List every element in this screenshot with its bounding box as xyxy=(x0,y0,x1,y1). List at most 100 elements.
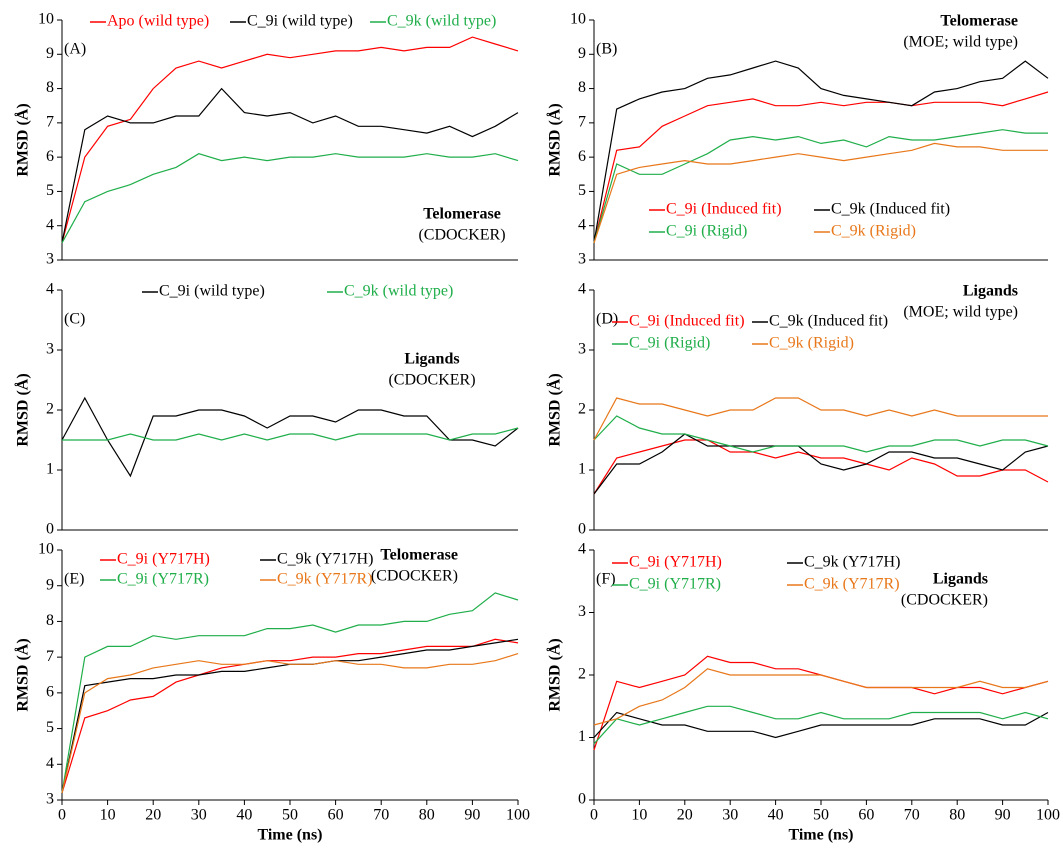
y-tick-label: 7 xyxy=(46,648,54,665)
legend-label: C_9i (Y717H) xyxy=(117,551,210,568)
x-tick-label: 20 xyxy=(677,807,693,824)
y-tick-label: 4 xyxy=(578,216,586,233)
y-tick-label: 0 xyxy=(578,521,586,538)
panel-subtitle: (MOE; wild type) xyxy=(903,34,1018,51)
panel-subtitle: (CDOCKER) xyxy=(388,372,475,389)
panel-title: Ligands xyxy=(933,571,988,588)
legend-label: C_9i (wild type) xyxy=(159,283,265,300)
x-tick-label: 10 xyxy=(100,807,116,824)
series-line xyxy=(61,396,519,478)
series-line xyxy=(61,653,519,794)
x-tick-label: 50 xyxy=(282,807,298,824)
x-tick-label: 100 xyxy=(506,807,530,824)
panel-title: Telomerase xyxy=(380,547,458,564)
panel-label: (E) xyxy=(64,571,84,588)
y-tick-label: 3 xyxy=(578,341,586,358)
y-tick-label: 10 xyxy=(38,11,54,28)
y-tick-label: 4 xyxy=(46,216,54,233)
y-tick-label: 0 xyxy=(46,521,54,538)
x-tick-label: 60 xyxy=(328,807,344,824)
y-tick-label: 4 xyxy=(578,541,586,558)
panel-title: Telomerase xyxy=(940,13,1018,30)
y-tick-label: 9 xyxy=(578,45,586,62)
y-tick-label: 3 xyxy=(578,603,586,620)
x-axis-label: Time (ns) xyxy=(788,827,853,844)
y-tick-label: 4 xyxy=(578,281,586,298)
legend-label: C_9k (Y717H) xyxy=(804,554,900,571)
legend-label: C_9k (Induced fit) xyxy=(831,201,950,218)
series-line xyxy=(593,142,1048,244)
series-line xyxy=(593,433,1049,495)
series-line xyxy=(593,655,1049,751)
series-line xyxy=(61,153,519,244)
y-axis-label: RMSD (Å) xyxy=(14,103,32,176)
panel-title: Telomerase xyxy=(423,206,501,223)
y-tick-label: 10 xyxy=(570,11,586,28)
legend-label: C_9i (Rigid) xyxy=(629,335,710,352)
y-tick-label: 10 xyxy=(38,541,54,558)
legend-label: C_9i (Induced fit) xyxy=(629,313,745,330)
panel-subtitle: (MOE; wild type) xyxy=(903,304,1018,321)
x-tick-label: 10 xyxy=(631,807,647,824)
legend-label: C_9k (Y717R) xyxy=(804,576,900,593)
y-tick-label: 5 xyxy=(46,719,54,736)
x-tick-label: 70 xyxy=(373,807,389,824)
y-tick-label: 7 xyxy=(578,114,586,131)
legend-label: C_9i (Y717R) xyxy=(629,576,721,593)
x-tick-label: 100 xyxy=(1036,807,1060,824)
y-tick-label: 5 xyxy=(578,182,586,199)
series-line xyxy=(593,129,1048,244)
panel-label: (B) xyxy=(596,41,617,58)
legend-label: C_9k (wild type) xyxy=(344,283,453,300)
x-tick-label: 60 xyxy=(858,807,874,824)
series-line xyxy=(62,427,519,441)
y-tick-label: 1 xyxy=(578,461,586,478)
series-line xyxy=(61,87,519,244)
panel-subtitle: (CDOCKER) xyxy=(371,568,458,585)
series-line xyxy=(61,36,519,244)
legend-label: C_9i (Y717H) xyxy=(629,554,722,571)
y-axis-label: RMSD (Å) xyxy=(546,373,564,446)
x-tick-label: 90 xyxy=(464,807,480,824)
series-line xyxy=(593,91,1049,244)
y-tick-label: 8 xyxy=(46,612,54,629)
series-line xyxy=(593,668,1049,726)
y-tick-label: 9 xyxy=(46,45,54,62)
x-tick-label: 40 xyxy=(236,807,252,824)
y-tick-label: 7 xyxy=(46,114,54,131)
y-tick-label: 5 xyxy=(46,182,54,199)
x-tick-label: 40 xyxy=(768,807,784,824)
series-line xyxy=(593,415,1049,453)
series-line xyxy=(61,592,519,793)
legend-label: C_9i (wild type) xyxy=(247,13,353,30)
legend-label: C_9k (wild type) xyxy=(387,13,496,30)
y-tick-label: 3 xyxy=(578,251,586,268)
legend-label: Apo (wild type) xyxy=(107,13,209,30)
x-tick-label: 80 xyxy=(419,807,435,824)
legend-label: C_9i (Induced fit) xyxy=(666,201,782,218)
legend-label: C_9k (Y717H) xyxy=(277,551,373,568)
panel-title: Ligands xyxy=(404,351,459,368)
panel-label: (C) xyxy=(64,311,85,328)
x-tick-label: 30 xyxy=(722,807,738,824)
y-tick-label: 3 xyxy=(46,341,54,358)
panel-subtitle: (CDOCKER) xyxy=(901,592,988,609)
x-tick-label: 80 xyxy=(949,807,965,824)
series-line xyxy=(61,638,519,794)
y-axis-label: RMSD (Å) xyxy=(546,103,564,176)
legend-label: C_9k (Y717R) xyxy=(277,571,373,588)
y-tick-label: 6 xyxy=(578,148,586,165)
panel-title: Ligands xyxy=(963,283,1018,300)
legend-label: C_9i (Y717R) xyxy=(117,571,209,588)
y-tick-label: 9 xyxy=(46,576,54,593)
y-tick-label: 2 xyxy=(578,666,586,683)
y-tick-label: 8 xyxy=(578,79,586,96)
panel-label: (A) xyxy=(64,41,86,58)
y-tick-label: 0 xyxy=(578,791,586,808)
series-line xyxy=(593,711,1049,739)
legend-label: C_9k (Induced fit) xyxy=(769,313,888,330)
y-tick-label: 6 xyxy=(46,684,54,701)
series-line xyxy=(593,705,1049,745)
series-line xyxy=(593,397,1048,441)
